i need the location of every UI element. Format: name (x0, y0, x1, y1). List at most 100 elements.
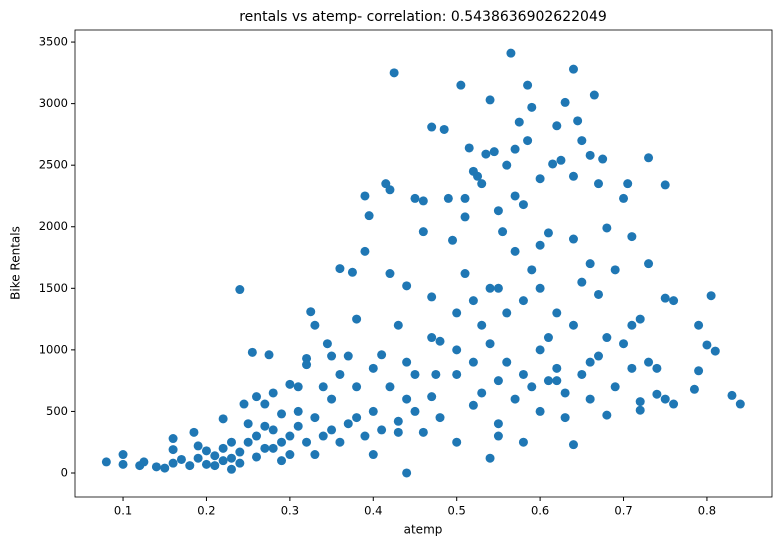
y-tick-label: 1000 (39, 342, 68, 356)
point (268, 388, 278, 398)
point (260, 443, 270, 453)
point (456, 80, 466, 90)
point (552, 363, 562, 373)
point (477, 179, 487, 189)
point (335, 369, 345, 379)
point (468, 357, 478, 367)
point (594, 351, 604, 361)
point (594, 289, 604, 299)
point (619, 193, 629, 203)
point (710, 346, 720, 356)
point (327, 425, 337, 435)
point (302, 437, 312, 447)
point (556, 155, 566, 165)
point (477, 320, 487, 330)
point (439, 124, 449, 134)
point (552, 376, 562, 386)
point (543, 376, 553, 386)
x-tick-label: 0.6 (531, 504, 549, 518)
point (689, 384, 699, 394)
point (285, 450, 295, 460)
point (235, 285, 245, 295)
point (389, 68, 399, 78)
point (193, 453, 203, 463)
point (527, 265, 537, 275)
point (427, 392, 437, 402)
point (293, 421, 303, 431)
point (235, 447, 245, 457)
point (210, 451, 220, 461)
point (610, 382, 620, 392)
point (252, 431, 262, 441)
point (360, 431, 370, 441)
point (418, 427, 428, 437)
point (493, 376, 503, 386)
point (585, 259, 595, 269)
point (589, 90, 599, 100)
point (477, 388, 487, 398)
point (201, 459, 211, 469)
point (660, 180, 670, 190)
point (568, 171, 578, 181)
point (514, 117, 524, 127)
point (306, 307, 316, 317)
point (139, 457, 149, 467)
point (310, 320, 320, 330)
point (393, 427, 403, 437)
point (644, 259, 654, 269)
point (652, 389, 662, 399)
point (610, 265, 620, 275)
point (452, 369, 462, 379)
point (694, 320, 704, 330)
point (560, 388, 570, 398)
point (218, 414, 228, 424)
point (368, 406, 378, 416)
point (343, 419, 353, 429)
point (385, 269, 395, 279)
x-tick-label: 0.5 (448, 504, 466, 518)
point (189, 427, 199, 437)
point (335, 264, 345, 274)
point (644, 357, 654, 367)
point (226, 453, 236, 463)
point (118, 450, 128, 460)
point (506, 48, 516, 58)
point (293, 406, 303, 416)
point (452, 345, 462, 355)
point (627, 320, 637, 330)
point (264, 350, 274, 360)
point (218, 443, 228, 453)
point (302, 353, 312, 363)
point (577, 369, 587, 379)
point (168, 458, 178, 468)
point (585, 357, 595, 367)
point (460, 212, 470, 222)
point (510, 144, 520, 154)
point (493, 206, 503, 216)
x-tick-label: 0.7 (614, 504, 632, 518)
point (594, 179, 604, 189)
point (352, 382, 362, 392)
point (318, 431, 328, 441)
x-axis-label: atemp (404, 523, 443, 537)
point (402, 281, 412, 291)
point (435, 413, 445, 423)
point (201, 446, 211, 456)
point (452, 437, 462, 447)
point (573, 116, 583, 126)
point (485, 453, 495, 463)
point (448, 235, 458, 245)
chart-title: rentals vs atemp- correlation: 0.5438636… (239, 9, 607, 25)
y-tick-label: 1500 (39, 281, 68, 295)
point (431, 369, 441, 379)
point (452, 308, 462, 318)
point (460, 269, 470, 279)
point (602, 410, 612, 420)
point (523, 136, 533, 146)
x-tick-label: 0.3 (281, 504, 299, 518)
point (493, 283, 503, 293)
point (385, 185, 395, 195)
point (619, 339, 629, 349)
point (623, 179, 633, 189)
